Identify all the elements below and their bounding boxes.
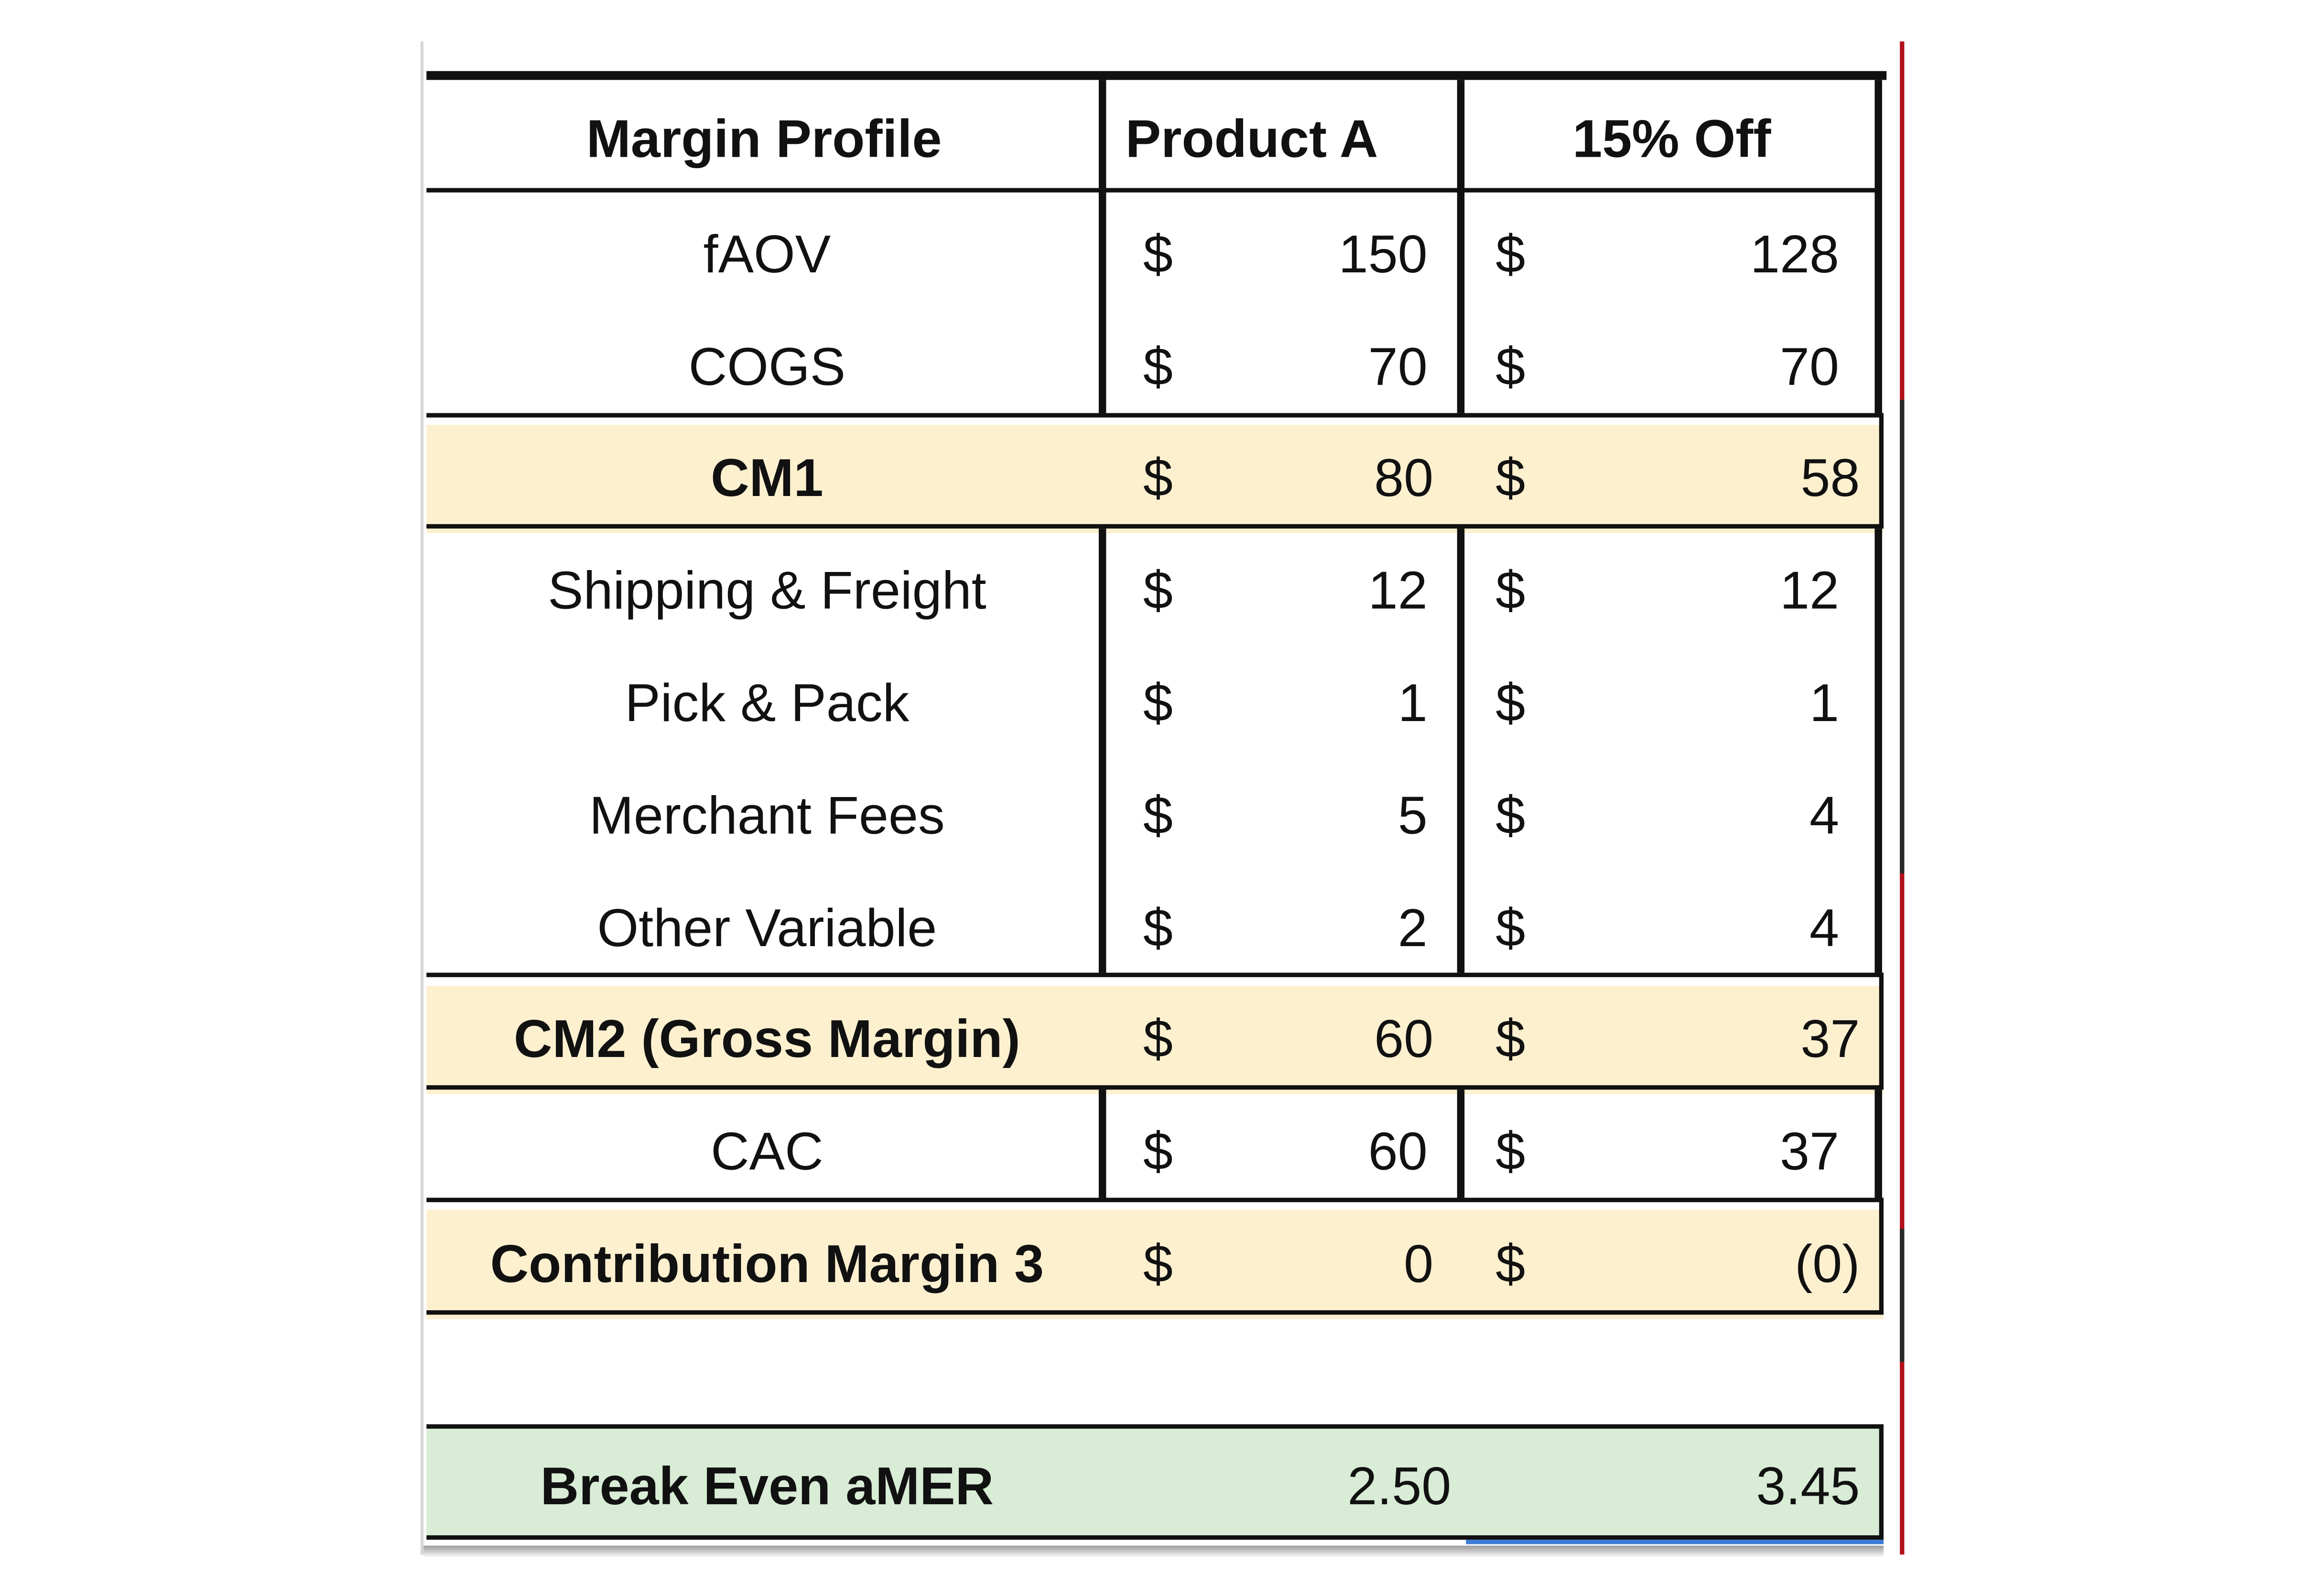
vertical-rule [1874,528,1882,973]
currency-symbol[interactable]: $ [1495,560,1526,621]
currency-symbol[interactable]: $ [1143,560,1173,621]
currency-symbol[interactable]: $ [1143,1009,1173,1070]
horizontal-rule [426,188,1881,193]
fifteen-off-value[interactable]: 37 [1780,1121,1840,1182]
fifteen-off-value[interactable]: 37 [1800,1009,1860,1070]
sheet-right-edge-segment [1900,399,1905,873]
product-a-value[interactable]: 1 [1397,672,1428,733]
horizontal-rule [426,972,1884,977]
currency-symbol[interactable]: $ [1143,1121,1173,1182]
currency-symbol[interactable]: $ [1495,1233,1526,1294]
horizontal-rule [426,1310,1884,1315]
selected-cell-edge [1466,1540,1884,1544]
break-even-row-fill [426,1427,1884,1540]
currency-symbol[interactable]: $ [1495,672,1526,733]
vertical-rule [1879,1424,1884,1540]
vertical-rule [1457,1089,1465,1198]
fifteen-off-value[interactable]: 58 [1800,448,1860,509]
currency-symbol[interactable]: $ [1495,335,1526,397]
header-product-a[interactable]: Product A [1125,108,1378,169]
currency-symbol[interactable]: $ [1143,1233,1173,1294]
horizontal-rule [426,71,1887,80]
fifteen-off-value[interactable]: 128 [1750,223,1840,284]
currency-symbol[interactable]: $ [1143,896,1173,958]
break-even-label[interactable]: Break Even aMER [540,1455,994,1516]
horizontal-rule [426,1197,1884,1202]
currency-symbol[interactable]: $ [1143,672,1173,733]
header-margin-profile[interactable]: Margin Profile [586,108,942,169]
product-a-value[interactable]: 80 [1374,448,1434,509]
currency-symbol[interactable]: $ [1495,896,1526,958]
vertical-rule [1879,1197,1884,1315]
fifteen-off-value[interactable]: 4 [1809,896,1840,958]
vertical-rule [1098,1089,1106,1198]
fifteen-off-value[interactable]: (0) [1795,1233,1860,1294]
currency-symbol[interactable]: $ [1495,1121,1526,1182]
currency-symbol[interactable]: $ [1143,223,1173,284]
currency-symbol[interactable]: $ [1495,784,1526,845]
highlight-row-fill [426,424,1884,534]
vertical-rule [1879,413,1884,529]
fifteen-off-value[interactable]: 1 [1809,672,1840,733]
row-label[interactable]: CAC [711,1121,823,1182]
row-label[interactable]: CM2 (Gross Margin) [514,1009,1020,1070]
product-a-value[interactable]: 70 [1368,335,1428,397]
currency-symbol[interactable]: $ [1495,448,1526,509]
highlight-row-fill [426,985,1884,1095]
vertical-rule [1457,528,1465,973]
row-label[interactable]: Merchant Fees [589,784,945,845]
fifteen-off-value[interactable]: 70 [1780,335,1840,397]
row-label[interactable]: CM1 [711,448,823,509]
product-a-value[interactable]: 60 [1368,1121,1428,1182]
fifteen-off-value[interactable]: 12 [1780,560,1840,621]
break-even-15-off[interactable]: 3.45 [1756,1455,1860,1516]
product-a-value[interactable]: 0 [1404,1233,1434,1294]
fifteen-off-value[interactable]: 4 [1809,784,1840,845]
currency-symbol[interactable]: $ [1143,784,1173,845]
sheet-right-edge-segment [1900,1229,1905,1362]
currency-symbol[interactable]: $ [1495,1009,1526,1070]
sheet-bottom-shadow [423,1545,1884,1558]
product-a-value[interactable]: 60 [1374,1009,1434,1070]
horizontal-rule [426,524,1884,529]
vertical-rule [1098,528,1106,973]
vertical-rule [1874,80,1882,413]
horizontal-rule [426,413,1884,418]
row-label[interactable]: fAOV [703,223,831,284]
currency-symbol[interactable]: $ [1495,223,1526,284]
break-even-product-a[interactable]: 2.50 [1347,1455,1451,1516]
highlight-row-fill [426,1209,1884,1319]
row-label[interactable]: Shipping & Freight [548,560,986,621]
row-label[interactable]: COGS [688,335,846,397]
product-a-value[interactable]: 5 [1397,784,1428,845]
horizontal-rule [426,1085,1884,1090]
horizontal-rule [426,1424,1884,1429]
vertical-rule [1457,80,1465,413]
row-label[interactable]: Other Variable [597,896,937,958]
product-a-value[interactable]: 2 [1397,896,1428,958]
currency-symbol[interactable]: $ [1143,448,1173,509]
sheet-left-edge [420,41,424,1555]
currency-symbol[interactable]: $ [1143,335,1173,397]
product-a-value[interactable]: 150 [1338,223,1428,284]
horizontal-rule [426,1535,1884,1540]
vertical-rule [1098,80,1106,413]
row-label[interactable]: Contribution Margin 3 [490,1233,1044,1294]
header-15-off[interactable]: 15% Off [1572,108,1771,169]
vertical-rule [1874,1089,1882,1198]
vertical-rule [1879,972,1884,1090]
product-a-value[interactable]: 12 [1368,560,1428,621]
row-label[interactable]: Pick & Pack [625,672,910,733]
